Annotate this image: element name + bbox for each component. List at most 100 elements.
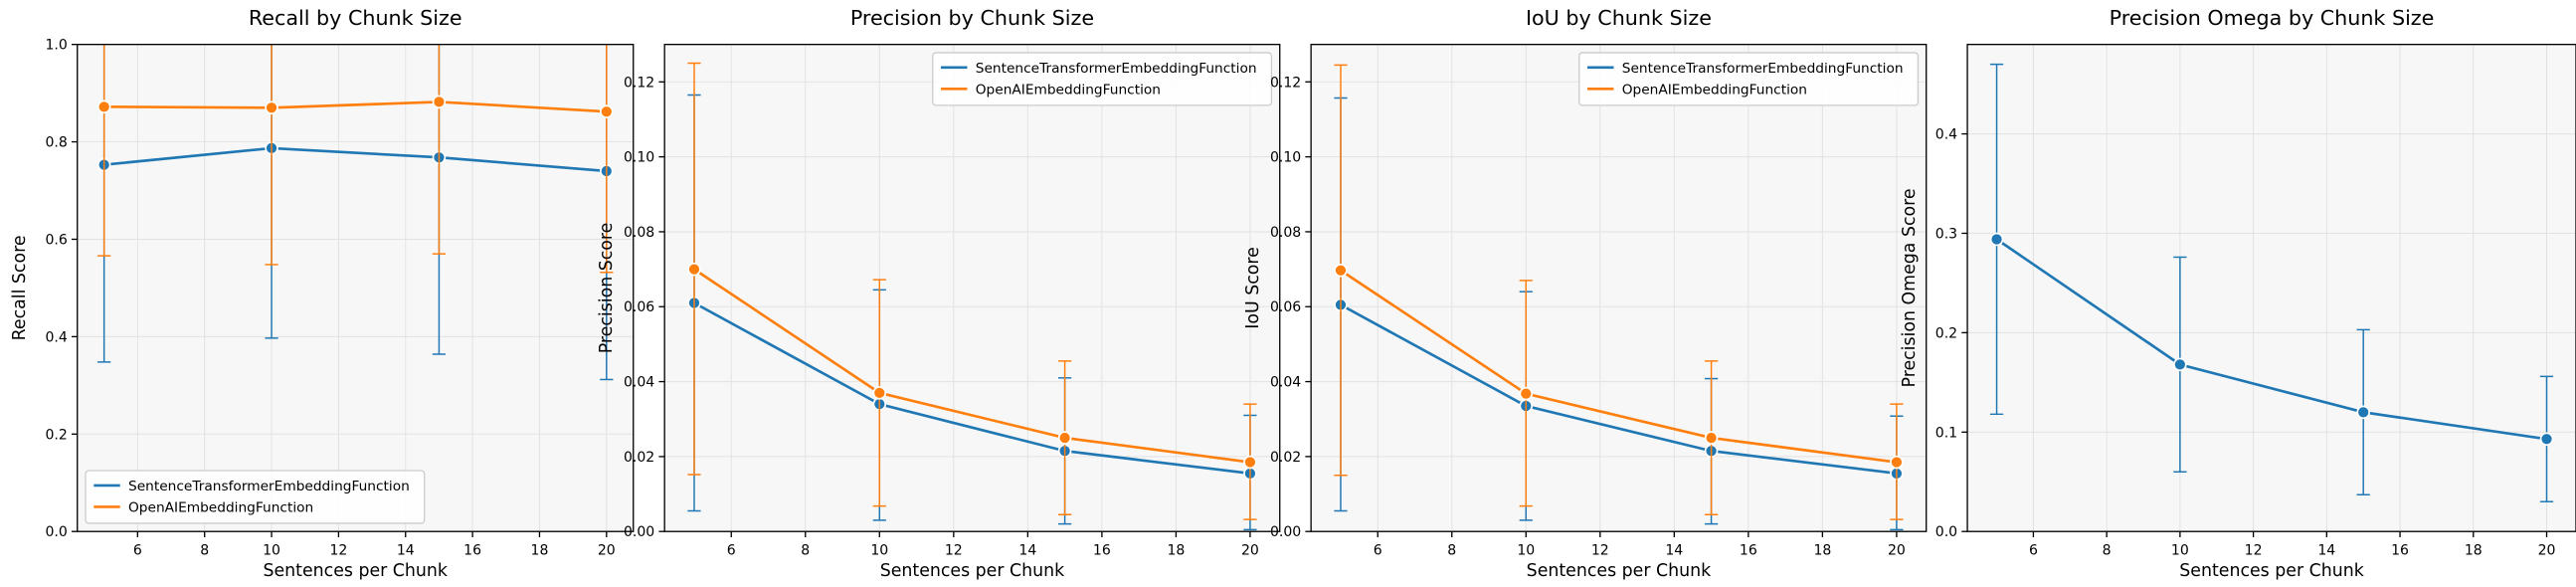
- figure-root: Recall by Chunk Size Sentences per Chunk R…: [10, 6, 2576, 581]
- x-tick-label: 8: [801, 542, 810, 558]
- series-layer: [1334, 64, 1904, 531]
- x-tick-label: 18: [1813, 542, 1831, 558]
- x-tick-label: 20: [1241, 542, 1259, 558]
- y-tick-label: 0.02: [624, 450, 654, 466]
- x-tick-label: 6: [727, 542, 736, 558]
- x-tick-label: 10: [870, 542, 888, 558]
- y-tick-label: 0.0: [45, 524, 67, 540]
- plot-background: [1967, 44, 2576, 532]
- y-tick-label: 0.12: [1270, 75, 1301, 91]
- plot-frame: [1966, 43, 2576, 532]
- y-tick-label: 0.8: [45, 135, 67, 151]
- x-tick-label: 20: [598, 542, 616, 558]
- x-tick-label: 14: [1665, 542, 1683, 558]
- y-axis-label: Precision Score: [597, 223, 617, 354]
- y-axis-label: Precision Omega Score: [1900, 188, 1920, 387]
- chart-1: Recall by Chunk Size Sentences per Chunk R…: [10, 6, 635, 581]
- y-tick-label: 0.10: [624, 150, 654, 166]
- data-point: [1519, 386, 1534, 401]
- chart-4: Precision Omega by Chunk Size Sentences p…: [1900, 6, 2576, 581]
- legend-label: SentenceTransformerEmbeddingFunction: [1622, 61, 1904, 77]
- series-line: [103, 100, 607, 113]
- chart-title: Recall by Chunk Size: [249, 6, 462, 30]
- data-point: [600, 104, 614, 118]
- legend-label: OpenAIEmbeddingFunction: [976, 82, 1161, 98]
- y-tick-label: 0.4: [45, 329, 67, 345]
- x-tick-label: 8: [1447, 542, 1456, 558]
- y-tick-label: 0.0: [1935, 524, 1957, 540]
- chart-title: IoU by Chunk Size: [1526, 6, 1712, 30]
- series-layer: [687, 62, 1257, 531]
- y-tick-label: 0.04: [624, 375, 654, 391]
- x-tick-label: 18: [1167, 542, 1185, 558]
- chart-title: Precision by Chunk Size: [850, 6, 1094, 30]
- series-layer: [1989, 63, 2554, 502]
- data-point: [1890, 455, 1904, 470]
- data-point: [1989, 232, 2004, 247]
- x-tick-label: 20: [2538, 542, 2556, 558]
- legend-box: [85, 470, 426, 524]
- y-tick-label: 0.00: [624, 524, 654, 540]
- x-tick-label: 10: [263, 542, 280, 558]
- x-tick-label: 6: [1374, 542, 1382, 558]
- series-1: [1989, 63, 2554, 502]
- data-point: [2356, 405, 2370, 420]
- x-axis-label: Sentences per Chunk: [263, 561, 448, 581]
- chart-2: Precision by Chunk Size Sentences per Chu…: [597, 6, 1281, 581]
- x-tick-label: 10: [2171, 542, 2189, 558]
- x-tick-label: 12: [329, 542, 347, 558]
- x-tick-label: 14: [2317, 542, 2335, 558]
- x-tick-label: 12: [1591, 542, 1609, 558]
- y-tick-label: 0.06: [1270, 299, 1301, 315]
- data-point: [1243, 455, 1257, 470]
- series-line: [693, 301, 1251, 476]
- y-tick-label: 0.08: [1270, 225, 1301, 241]
- y-tick-label: 0.2: [45, 427, 67, 443]
- chart-3: IoU by Chunk Size Sentences per Chunk IoU …: [1243, 6, 1928, 581]
- data-point: [1334, 263, 1348, 278]
- series-line: [1340, 269, 1898, 464]
- y-tick-label: 0.00: [1270, 524, 1301, 540]
- y-tick-label: 0.2: [1935, 325, 1957, 341]
- y-tick-label: 0.12: [624, 75, 654, 91]
- series-layer: [96, 44, 614, 381]
- series-line: [1340, 303, 1898, 476]
- data-point: [687, 262, 701, 277]
- legend-label: SentenceTransformerEmbeddingFunction: [976, 61, 1257, 77]
- plot-frame: [77, 43, 635, 532]
- legend-label: OpenAIEmbeddingFunction: [1622, 82, 1807, 98]
- y-tick-label: 0.08: [624, 225, 654, 241]
- x-tick-label: 18: [2465, 542, 2483, 558]
- x-tick-label: 16: [2391, 542, 2409, 558]
- y-tick-label: 0.6: [45, 232, 67, 248]
- legend: SentenceTransformerEmbeddingFunction Open…: [932, 52, 1273, 106]
- data-point: [1057, 431, 1072, 445]
- series-2: [1334, 64, 1904, 520]
- legend-label: SentenceTransformerEmbeddingFunction: [128, 479, 410, 494]
- x-tick-label: 14: [1018, 542, 1036, 558]
- data-point: [2173, 357, 2187, 372]
- y-tick-label: 0.1: [1935, 425, 1957, 441]
- series-2: [96, 44, 614, 274]
- x-tick-label: 8: [200, 542, 209, 558]
- x-tick-label: 16: [1093, 542, 1111, 558]
- x-tick-label: 6: [2029, 542, 2038, 558]
- series-line: [1995, 238, 2547, 441]
- x-tick-label: 14: [397, 542, 415, 558]
- y-tick-label: 0.02: [1270, 450, 1301, 466]
- x-tick-label: 12: [2245, 542, 2263, 558]
- data-point: [2539, 432, 2554, 447]
- x-axis-label: Sentences per Chunk: [2179, 561, 2364, 581]
- y-tick-label: 0.4: [1935, 127, 1957, 143]
- plot-frame: [1310, 43, 1928, 532]
- legend-box: [1578, 52, 1920, 106]
- legend-box: [932, 52, 1273, 106]
- series-2: [687, 62, 1257, 520]
- y-tick-label: 0.3: [1935, 226, 1957, 242]
- x-axis-label: Sentences per Chunk: [1527, 561, 1712, 581]
- x-tick-label: 18: [531, 542, 549, 558]
- x-tick-label: 6: [133, 542, 142, 558]
- series-line: [693, 268, 1251, 464]
- data-point: [1704, 431, 1719, 445]
